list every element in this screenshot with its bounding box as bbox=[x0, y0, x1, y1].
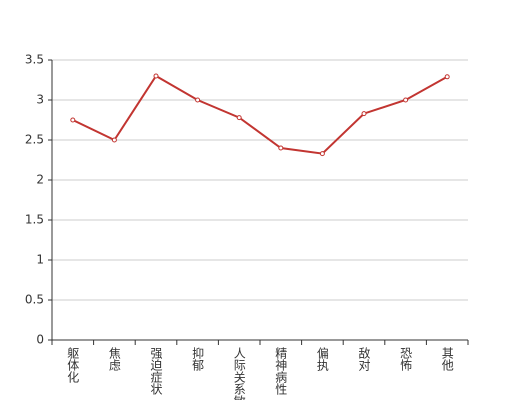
y-tick-label: 1.5 bbox=[25, 213, 44, 227]
x-tick-label: 恐怖 bbox=[399, 347, 413, 371]
y-tick-label: 2 bbox=[36, 173, 44, 187]
point bbox=[444, 74, 450, 80]
point bbox=[236, 115, 242, 121]
point bbox=[403, 97, 409, 103]
x-tick-label: 躯体化 bbox=[66, 346, 80, 384]
point bbox=[319, 151, 325, 157]
y-tick-label: 0 bbox=[36, 333, 44, 347]
y-tick-label: 3 bbox=[36, 93, 44, 107]
point bbox=[195, 97, 201, 103]
y-tick-label: 2.5 bbox=[25, 133, 44, 147]
point bbox=[111, 137, 117, 143]
x-tick-label: 其他 bbox=[440, 347, 454, 371]
point bbox=[153, 73, 159, 79]
x-tick-label: 偏执 bbox=[315, 346, 329, 372]
y-tick-label: 0.5 bbox=[25, 293, 44, 307]
y-tick-label: 1 bbox=[36, 253, 44, 267]
x-tick-label: 精神病性 bbox=[274, 347, 288, 396]
y-tick-label: 3.5 bbox=[25, 53, 44, 67]
line bbox=[72, 74, 448, 155]
x-tick-label: 抑郁 bbox=[191, 346, 205, 372]
x-tick-label: 人际关系敏感 bbox=[232, 347, 246, 400]
point bbox=[278, 145, 284, 151]
point bbox=[361, 111, 367, 117]
x-tick-label: 强迫症状 bbox=[149, 347, 163, 395]
x-tick-label: 敌对 bbox=[357, 346, 371, 371]
point bbox=[70, 117, 76, 123]
x-tick-label: 焦虑 bbox=[107, 347, 121, 371]
